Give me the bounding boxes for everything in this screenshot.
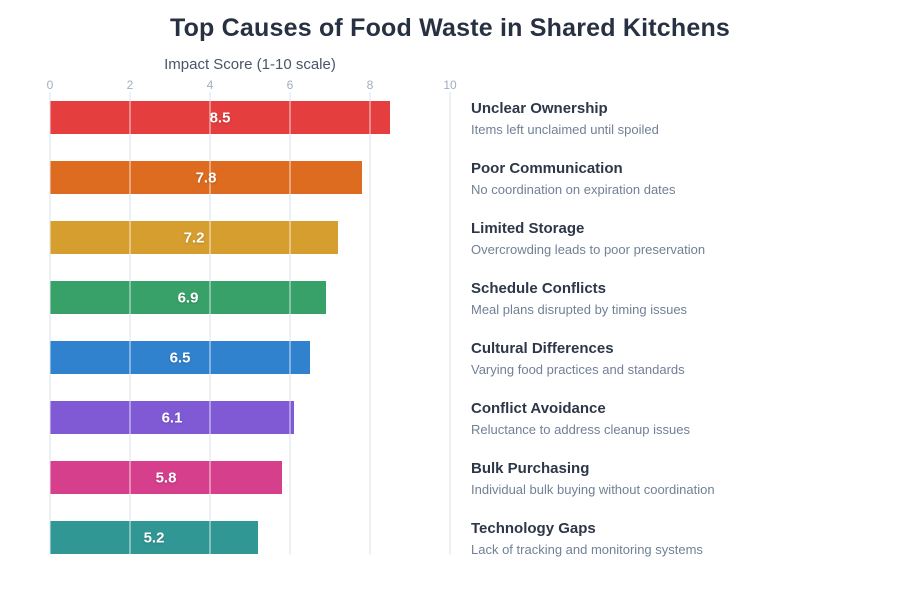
cause-description: Items left unclaimed until spoiled bbox=[471, 122, 659, 137]
gridline bbox=[449, 92, 451, 555]
bar-value-label: 5.2 bbox=[143, 529, 165, 546]
gridline bbox=[449, 92, 451, 555]
cause-entry: Poor Communication No coordination on exp… bbox=[471, 160, 891, 197]
cause-description: No coordination on expiration dates bbox=[471, 182, 676, 197]
bar bbox=[50, 221, 338, 254]
gridline bbox=[369, 92, 371, 555]
gridline bbox=[289, 92, 291, 555]
gridline bbox=[49, 92, 51, 555]
cause-description: Reluctance to address cleanup issues bbox=[471, 422, 690, 437]
gridline bbox=[289, 92, 291, 555]
cause-description: Meal plans disrupted by timing issues bbox=[471, 302, 688, 317]
gridline bbox=[129, 92, 131, 555]
bar bbox=[50, 341, 310, 374]
page-title: Top Causes of Food Waste in Shared Kitch… bbox=[169, 14, 731, 42]
bar bbox=[50, 161, 362, 194]
bar-value-label: 6.5 bbox=[169, 349, 191, 366]
bar-value-label: 7.2 bbox=[183, 229, 205, 246]
x-tick-label: 4 bbox=[206, 78, 214, 92]
cause-description: Overcrowding leads to poor preservation bbox=[471, 242, 706, 257]
bar-value-label: 8.5 bbox=[209, 109, 231, 126]
x-tick-label: 6 bbox=[286, 78, 294, 92]
bar-value-label: 6.9 bbox=[177, 289, 199, 306]
cause-entry: Cultural Differences Varying food practic… bbox=[471, 340, 891, 377]
bar bbox=[50, 101, 390, 134]
gridline bbox=[129, 92, 131, 555]
cause-title: Cultural Differences bbox=[471, 340, 614, 357]
bar-value-label: 5.8 bbox=[155, 469, 177, 486]
cause-description: Varying food practices and standards bbox=[471, 362, 685, 377]
cause-entry: Conflict Avoidance Reluctance to address … bbox=[471, 400, 891, 437]
x-axis-label: Impact Score (1-10 scale) bbox=[164, 56, 336, 73]
cause-title: Conflict Avoidance bbox=[471, 400, 606, 417]
x-tick-label: 8 bbox=[366, 78, 374, 92]
cause-title: Limited Storage bbox=[471, 220, 585, 237]
bar bbox=[50, 461, 282, 494]
cause-entry: Technology Gaps Lack of tracking and moni… bbox=[471, 520, 891, 557]
cause-title: Poor Communication bbox=[471, 160, 623, 177]
bar bbox=[50, 281, 326, 314]
cause-title: Unclear Ownership bbox=[471, 100, 608, 117]
cause-description: Individual bulk buying without coordinat… bbox=[471, 482, 715, 497]
x-tick-label: 2 bbox=[126, 78, 134, 92]
x-tick-label: 0 bbox=[46, 78, 54, 92]
gridline bbox=[209, 92, 211, 555]
cause-title: Bulk Purchasing bbox=[471, 460, 590, 477]
bar-value-label: 6.1 bbox=[161, 409, 183, 426]
gridline bbox=[209, 92, 211, 555]
bar bbox=[50, 401, 294, 434]
cause-entry: Unclear Ownership Items left unclaimed un… bbox=[471, 100, 891, 137]
cause-entry: Schedule Conflicts Meal plans disrupted b… bbox=[471, 280, 891, 317]
bar bbox=[50, 521, 258, 554]
bar-value-label: 7.8 bbox=[195, 169, 217, 186]
cause-entry: Limited Storage Overcrowding leads to poo… bbox=[471, 220, 891, 257]
cause-entry: Bulk Purchasing Individual bulk buying wi… bbox=[471, 460, 891, 497]
x-tick-label: 10 bbox=[443, 78, 457, 92]
gridline bbox=[49, 92, 51, 555]
cause-description: Lack of tracking and monitoring systems bbox=[471, 542, 703, 557]
cause-title: Schedule Conflicts bbox=[471, 280, 607, 297]
cause-title: Technology Gaps bbox=[471, 520, 596, 537]
gridline bbox=[369, 92, 371, 555]
